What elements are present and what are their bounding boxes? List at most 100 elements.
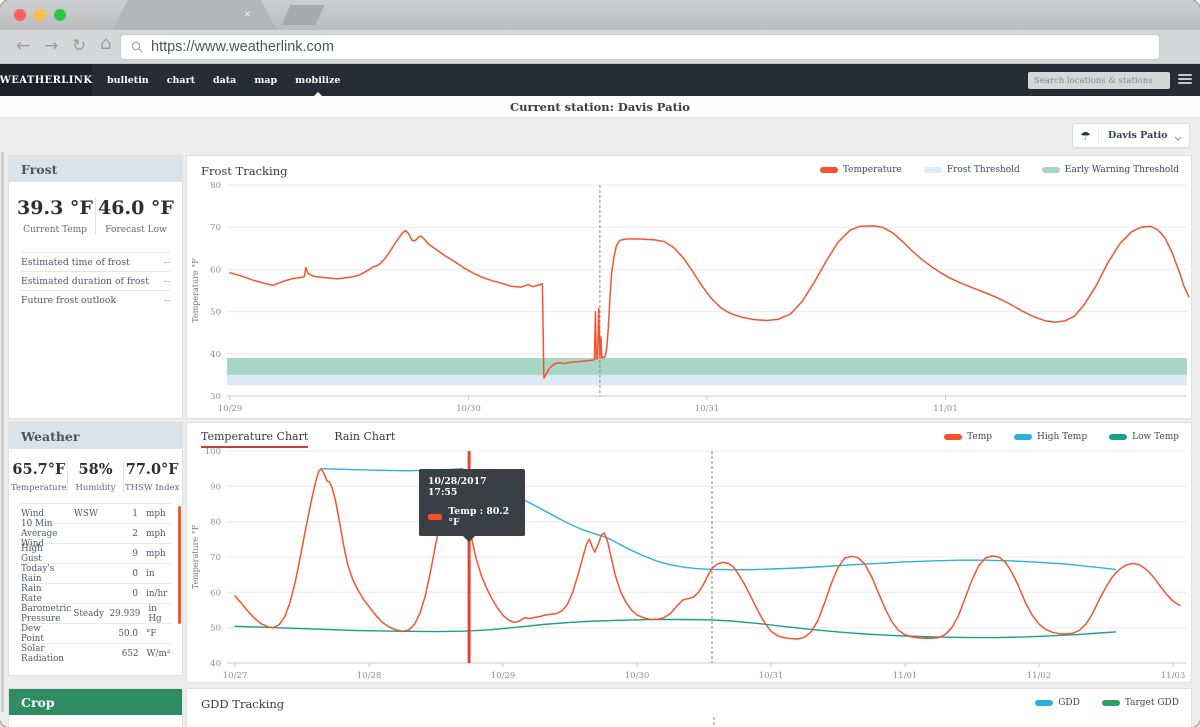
umbrella-icon: ☂ (1073, 128, 1099, 143)
frost-stat: 46.0 °F Forecast Low (95, 197, 176, 235)
legend-swatch (819, 167, 838, 173)
crop-panel: Crop (8, 688, 183, 727)
weather-stats: 65.7°F Temperature 58% Humidity 77.0°F THSW I… (9, 449, 182, 503)
svg-text:40: 40 (210, 659, 221, 669)
frost-row: Estimated duration of frost -- (21, 271, 170, 290)
svg-text:90: 90 (210, 482, 221, 492)
weather-stat-value: 58% (78, 461, 113, 478)
tab-close-icon[interactable]: × (243, 7, 251, 21)
weather-stat: 77.0°F THSW Index (123, 461, 180, 493)
legend-item-frost-threshold[interactable]: Frost Threshold (923, 165, 1020, 175)
weather-row-value: 652 (121, 648, 139, 659)
crop-panel-header: Crop (9, 689, 182, 715)
back-icon[interactable]: ← (16, 36, 31, 56)
browser-tabstrip: × (0, 0, 1200, 30)
legend-label: Frost Threshold (946, 165, 1020, 175)
svg-text:10/29: 10/29 (491, 671, 516, 681)
svg-text:60: 60 (210, 265, 221, 275)
temperature-chart[interactable]: 40 50 60 70 80 90 100 10/27 10/28 10/29 10/30 10/31… (187, 423, 1192, 682)
svg-text:11/01: 11/01 (933, 404, 958, 414)
weather-row-unit: in/hr (146, 588, 168, 599)
chart-tooltip: 10/28/2017 17:55 Temp : 80.2 °F (419, 469, 525, 542)
nav-tab-data[interactable]: data (212, 74, 237, 86)
svg-text:10/30: 10/30 (456, 404, 481, 414)
weather-row-value: 29.939 (109, 608, 141, 619)
frost-row: Future frost outlook -- (21, 290, 170, 309)
legend-label: Early Warning Threshold (1064, 165, 1179, 175)
weather-row-value: 2 (132, 528, 138, 539)
nav-tab-bulletin[interactable]: bulletin (107, 74, 149, 86)
legend-label: High Temp (1037, 432, 1088, 442)
weather-row: Rain Rate 0 in/hr (21, 583, 172, 604)
legend-item-early-warning-threshold[interactable]: Early Warning Threshold (1041, 165, 1179, 175)
weather-row-label: Barometric Pressure (21, 603, 72, 624)
legend-swatch (1041, 167, 1060, 173)
legend-item-temperature[interactable]: Temperature (819, 165, 902, 175)
svg-text:10/27: 10/27 (223, 671, 248, 681)
url-bar[interactable]: https://www.weatherlink.com (120, 34, 1160, 60)
legend-item-target-gdd[interactable]: Target GDD (1101, 698, 1179, 708)
nav-tab-mobilize[interactable]: mobilize (286, 64, 349, 96)
weather-row-label: High Gust (21, 543, 43, 564)
frost-tracking-chart[interactable]: 30 40 50 60 70 80 10/29 10/30 10/31 11/01 Temperat… (187, 156, 1192, 418)
app-navbar: WEATHERLINK bulletin chart data map mobilize (0, 64, 1200, 96)
tab-rain-chart[interactable]: Rain Chart (334, 430, 396, 443)
stations-search-input[interactable] (1028, 72, 1170, 89)
weather-row-label: Wind (21, 508, 44, 519)
window-controls[interactable] (14, 9, 66, 21)
weather-rows: Wind WSW 1 mph 10 Min Average Wind 2 mph High G… (9, 503, 182, 664)
temperature-chart-card: Temperature Chart Rain Chart Temp High Tem… (186, 422, 1192, 683)
nav-tab-map[interactable]: map (254, 74, 278, 86)
frost-panel: Frost 39.3 °F Current Temp 46.0 °F Forecast… (8, 155, 183, 419)
weather-stat-value: 77.0°F (125, 461, 179, 478)
gdd-chart-title: GDD Tracking (201, 697, 285, 711)
legend-item-low-temp[interactable]: Low Temp (1109, 432, 1179, 442)
menu-icon[interactable] (1178, 74, 1192, 84)
home-icon[interactable]: ⌂ (100, 33, 112, 54)
weather-row: Barometric Pressure Steady 29.939 in Hg (21, 603, 172, 624)
frost-row: Estimated time of frost -- (21, 252, 170, 271)
forward-icon[interactable]: → (44, 36, 59, 56)
weather-stat-label: Humidity (75, 483, 116, 493)
close-window-button[interactable] (14, 9, 26, 21)
svg-text:Temperature °F: Temperature °F (191, 524, 200, 589)
legend-item-temp[interactable]: Temp (944, 432, 992, 442)
svg-text:60: 60 (210, 588, 221, 598)
selector-row: ☂ Davis Patio (8, 118, 1192, 155)
frost-rows: Estimated time of frost -- Estimated durat… (9, 252, 182, 309)
frost-row-value: -- (163, 275, 170, 287)
new-tab-button[interactable] (281, 5, 325, 25)
weather-stat-label: Temperature (11, 483, 67, 493)
maximize-window-button[interactable] (54, 9, 66, 21)
legend-item-high-temp[interactable]: High Temp (1014, 432, 1087, 442)
weather-stat-label: THSW Index (124, 483, 180, 493)
station-selector[interactable]: ☂ Davis Patio (1072, 123, 1190, 148)
legend-swatch (1035, 700, 1054, 706)
legend-item-gdd[interactable]: GDD (1035, 698, 1080, 708)
svg-text:80: 80 (210, 181, 221, 191)
weather-row-unit: °F (146, 628, 157, 639)
weather-row-qualifier: WSW (73, 508, 98, 519)
svg-text:70: 70 (210, 553, 221, 563)
svg-text:10/28: 10/28 (357, 671, 382, 681)
chevron-down-icon (1174, 126, 1189, 145)
refresh-icon[interactable]: ↻ (72, 36, 87, 56)
weather-scrollbar[interactable] (178, 506, 181, 624)
weatherlink-logo[interactable]: WEATHERLINK (0, 64, 92, 96)
browser-tab[interactable]: × (112, 0, 277, 30)
frost-row-value: -- (163, 294, 170, 306)
legend-swatch (1109, 434, 1128, 440)
gdd-tracking-chart[interactable] (187, 689, 1192, 727)
legend-swatch (1014, 434, 1033, 440)
tab-temperature-chart[interactable]: Temperature Chart (201, 430, 309, 448)
weather-row-value: 0 (132, 588, 138, 599)
nav-tab-chart[interactable]: chart (166, 74, 195, 86)
svg-text:70: 70 (210, 223, 221, 233)
weather-row: Solar Radiation 652 W/m² (21, 643, 172, 664)
page-scrollbar[interactable] (1, 152, 4, 712)
legend-label: Target GDD (1124, 698, 1179, 708)
svg-text:50: 50 (210, 308, 221, 318)
minimize-window-button[interactable] (34, 9, 46, 21)
charts-column: Frost Tracking Temperature Frost Threshol… (186, 155, 1192, 727)
